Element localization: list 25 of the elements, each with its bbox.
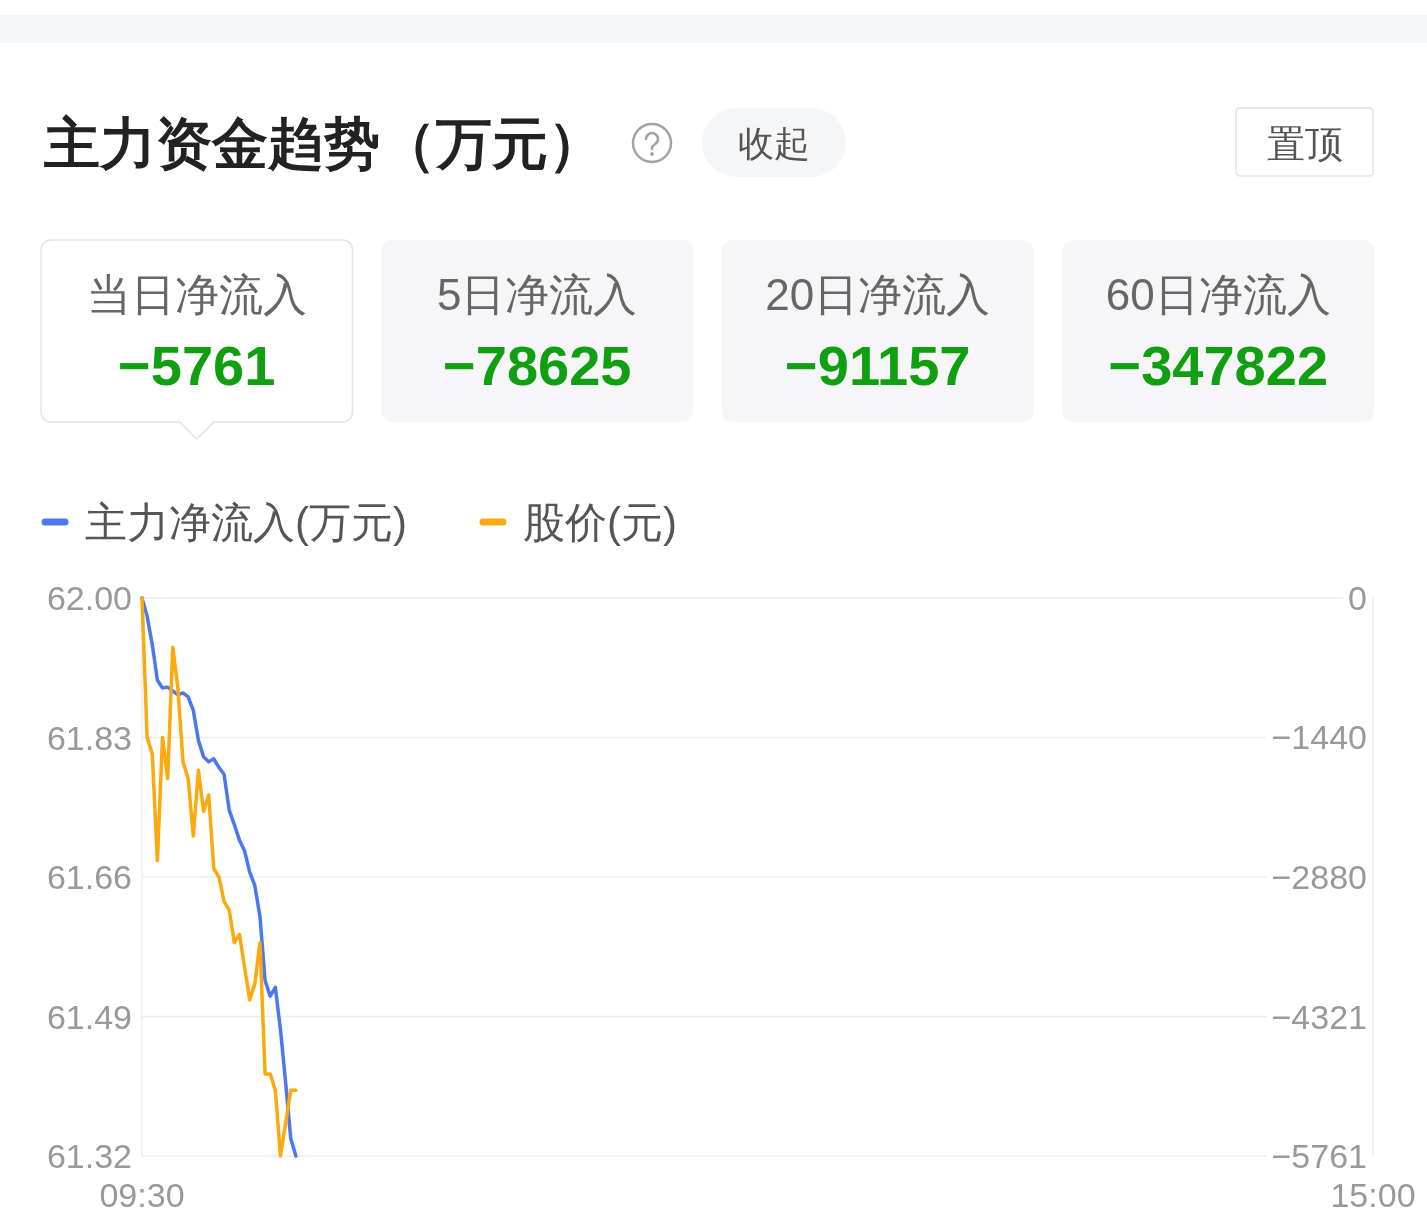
- text: 置顶: [1266, 123, 1343, 165]
- data-label: −5761: [118, 334, 276, 397]
- text: 收起: [738, 123, 810, 164]
- data-label: −78625: [443, 334, 632, 397]
- data-label: −347822: [1108, 334, 1329, 397]
- y-tick-label: 61.66: [46, 858, 132, 896]
- text: 主力资金趋势（万元）: [43, 112, 604, 175]
- y-tick-label: 62.00: [46, 579, 132, 617]
- y-tick-label: 61.32: [46, 1137, 132, 1175]
- y-tick-label: 61.49: [46, 997, 132, 1036]
- y2-tick-label: 0: [1348, 579, 1367, 617]
- y2-tick-label: −1440: [1271, 718, 1367, 757]
- y2-tick-label: −5761: [1271, 1137, 1367, 1175]
- legend-label: 主力净流入(万元): [85, 499, 407, 546]
- x-tick-label: 09:30: [99, 1176, 185, 1212]
- x-tick-label: 15:00: [1330, 1176, 1416, 1212]
- data-label: −91157: [785, 334, 971, 397]
- category-label: 5日净流入: [437, 270, 638, 319]
- legend-label: 股价(元): [522, 499, 677, 546]
- category-label: 20日净流入: [765, 270, 991, 319]
- y2-tick-label: −4321: [1271, 997, 1367, 1036]
- y-tick-label: 61.83: [46, 718, 132, 757]
- category-label: 60日净流入: [1105, 270, 1331, 319]
- y2-tick-label: −2880: [1271, 857, 1367, 896]
- category-label: 当日净流入: [86, 270, 307, 319]
